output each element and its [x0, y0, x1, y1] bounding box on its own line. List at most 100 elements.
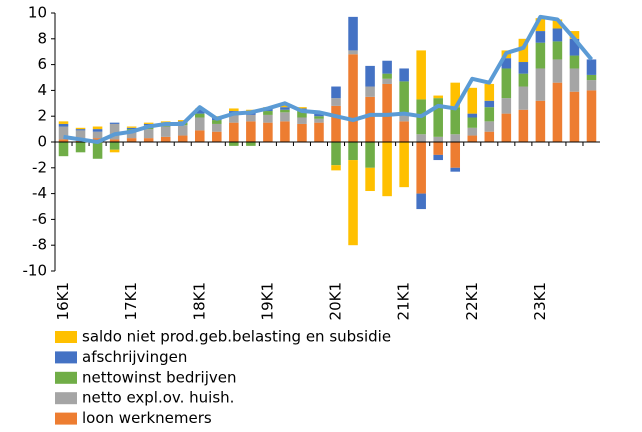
bar [552, 82, 563, 142]
bar [75, 142, 86, 153]
bar [109, 122, 120, 124]
bar [365, 65, 375, 87]
bar [263, 114, 273, 123]
y-tick-label: 10 [28, 4, 47, 22]
bar [518, 38, 529, 63]
bar [314, 122, 324, 142]
bar [518, 62, 529, 74]
bar [399, 68, 409, 82]
legend-label: netto expl.ov. huish. [82, 389, 234, 407]
bar [467, 135, 478, 142]
bar [484, 100, 495, 108]
bar [331, 98, 341, 106]
bar [399, 142, 409, 188]
bar [569, 31, 580, 39]
bar [535, 100, 546, 142]
bar [484, 107, 495, 122]
bar [399, 121, 409, 142]
legend-label: afschrijvingen [82, 348, 187, 366]
bar [365, 86, 375, 97]
bar [109, 123, 120, 140]
x-tick-label: 23K1 [531, 282, 549, 320]
bar [297, 117, 307, 124]
bar [263, 111, 273, 115]
total-line [63, 14, 594, 144]
y-tick-label: 6 [37, 55, 47, 73]
legend-label: nettowinst bedrijven [82, 368, 236, 386]
bar [348, 160, 358, 246]
bar [416, 50, 426, 100]
bar [297, 123, 307, 142]
bar [92, 131, 103, 139]
x-tick-label: 22K1 [463, 282, 481, 320]
y-tick-label: 0 [37, 133, 47, 151]
bar [535, 18, 546, 32]
bar [501, 68, 512, 99]
bar [586, 90, 597, 142]
bar [416, 193, 426, 210]
bar [501, 113, 512, 142]
bar [75, 130, 86, 141]
bar [177, 120, 188, 122]
bar [75, 127, 86, 130]
bar [75, 129, 86, 131]
bar [382, 60, 392, 74]
bar [382, 78, 392, 84]
bar [433, 95, 443, 99]
bar [518, 109, 529, 142]
bar [331, 105, 341, 142]
bar [109, 139, 120, 142]
y-tick-label: -2 [32, 158, 47, 176]
bar [484, 131, 495, 142]
bar [229, 108, 239, 112]
bar [348, 16, 358, 51]
bar [450, 107, 461, 135]
bar [450, 167, 461, 172]
bar [246, 142, 256, 146]
bar [280, 112, 290, 122]
bar [416, 134, 426, 142]
bar [212, 131, 222, 142]
bar [194, 113, 205, 118]
bar [552, 19, 563, 29]
bar [314, 116, 324, 119]
legend-swatch [55, 412, 77, 425]
bar [194, 117, 205, 131]
bar [552, 41, 563, 60]
bar [348, 54, 358, 142]
bar [143, 122, 154, 124]
bar [92, 129, 103, 132]
bar [246, 114, 256, 122]
legend-swatch [55, 392, 77, 405]
bar [450, 82, 461, 108]
legend-label: saldo niet prod.geb.belasting en subsidi… [82, 328, 391, 346]
bar [586, 59, 597, 75]
bar [382, 142, 392, 197]
y-tick-label: 8 [37, 29, 47, 47]
bar [58, 123, 69, 127]
y-tick-label: -6 [32, 210, 47, 228]
bar [467, 117, 478, 128]
bar [416, 142, 426, 194]
bar [280, 121, 290, 142]
bar [126, 127, 137, 130]
bar [518, 86, 529, 110]
bar [331, 142, 341, 166]
legend-swatch [55, 331, 77, 343]
bar [58, 139, 69, 142]
bar [399, 81, 409, 115]
bar [92, 142, 103, 159]
bar [314, 118, 324, 123]
bar [314, 113, 324, 117]
bar [365, 142, 375, 168]
bar [297, 111, 307, 118]
bar [126, 126, 137, 128]
bar [535, 68, 546, 101]
bar [552, 28, 563, 42]
bar [109, 149, 120, 153]
bar [501, 58, 512, 69]
bar [586, 80, 597, 91]
bar [433, 136, 443, 142]
x-tick-label: 21K1 [395, 282, 413, 320]
bar [229, 122, 239, 142]
